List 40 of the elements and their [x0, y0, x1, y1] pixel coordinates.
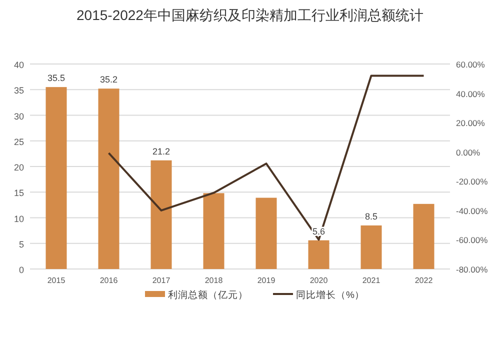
y-tick-label: 5	[18, 239, 24, 250]
y2-tick-label: 60.00%	[456, 60, 486, 70]
x-tick-label: 2019	[257, 276, 276, 285]
bar	[360, 225, 382, 269]
data-label: 35.5	[47, 73, 66, 84]
y2-tick-label: 40.00%	[456, 88, 486, 99]
y2-tick-label: -40.00%	[456, 206, 488, 216]
bar	[308, 240, 330, 269]
x-tick-label: 2021	[362, 276, 381, 285]
chart-title: 2015-2022年中国麻纺织及印染精加工行业利润总额统计	[76, 7, 424, 23]
x-tick-label: 2018	[204, 276, 224, 285]
y-tick-label: 25	[14, 136, 24, 147]
y-tick-label: 30	[14, 111, 24, 122]
x-tick-label: 2016	[100, 276, 118, 285]
x-tick-label: 2020	[310, 276, 328, 285]
y2-tick-label: -20.00%	[456, 176, 488, 187]
x-tick-label: 2015	[47, 276, 66, 285]
y-tick-label: 0	[18, 265, 24, 275]
y-tick-label: 40	[14, 60, 24, 70]
bar	[203, 193, 224, 269]
y-tick-label: 10	[14, 214, 24, 224]
data-label: 21.2	[152, 146, 170, 156]
x-tick-label: 2017	[152, 276, 171, 285]
bar	[256, 198, 277, 269]
bar	[98, 88, 120, 269]
x-tick-label: 2022	[414, 276, 434, 285]
bar	[46, 87, 67, 269]
y2-tick-label: 0.00%	[456, 147, 481, 158]
bar	[150, 160, 172, 269]
y2-tick-label: -80.00%	[456, 264, 488, 274]
legend-label: 同比增长（%）	[296, 289, 364, 301]
legend-label: 利润总额（亿元）	[168, 289, 248, 301]
y2-tick-label: -60.00%	[456, 235, 488, 246]
bar	[413, 204, 434, 269]
data-label: 35.2	[100, 74, 118, 85]
y-tick-label: 20	[14, 162, 24, 172]
y2-tick-label: 20.00%	[456, 118, 486, 128]
data-label: 8.5	[364, 211, 378, 222]
y-tick-label: 15	[14, 188, 24, 198]
y-tick-label: 35	[14, 86, 24, 96]
